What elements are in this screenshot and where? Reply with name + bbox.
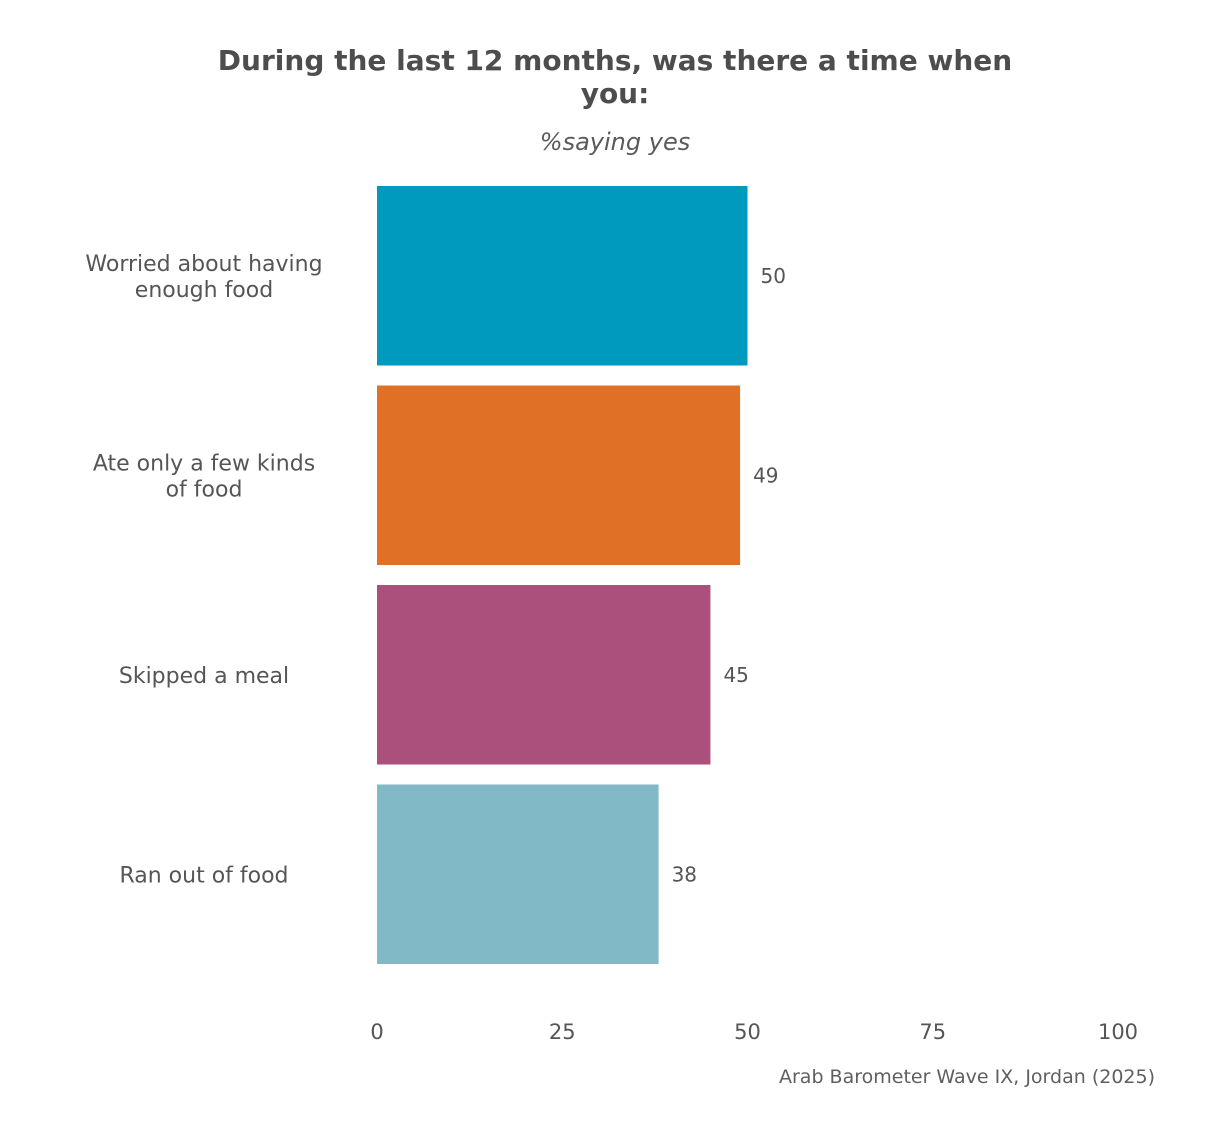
data-label-2: 45 bbox=[723, 663, 748, 687]
data-label-0: 50 bbox=[761, 264, 786, 288]
x-tick-label-4: 100 bbox=[1098, 1020, 1138, 1044]
x-tick-label-1: 25 bbox=[549, 1020, 576, 1044]
category-label-1-line-0: Ate only a few kinds bbox=[93, 451, 315, 476]
bars-layer bbox=[377, 186, 748, 964]
x-tick-label-0: 0 bbox=[370, 1020, 383, 1044]
x-tick-label-3: 75 bbox=[919, 1020, 946, 1044]
x-tick-label-2: 50 bbox=[734, 1020, 761, 1044]
data-label-1: 49 bbox=[753, 463, 778, 487]
source-caption: Arab Barometer Wave IX, Jordan (2025) bbox=[779, 1066, 1155, 1088]
bar-2 bbox=[377, 585, 711, 765]
x-axis-ticks: 0 25 50 75 100 bbox=[370, 1020, 1138, 1044]
bar-3 bbox=[377, 784, 659, 964]
chart-title-line-2: you: bbox=[581, 77, 650, 110]
chart-subtitle: %saying yes bbox=[540, 128, 690, 156]
data-labels-layer: 50 49 45 38 bbox=[672, 264, 786, 887]
bar-0 bbox=[377, 186, 748, 366]
data-label-3: 38 bbox=[672, 862, 697, 886]
category-label-0-line-1: enough food bbox=[135, 278, 273, 303]
category-label-0-line-0: Worried about having bbox=[85, 252, 322, 277]
category-label-3-line-0: Ran out of food bbox=[119, 863, 288, 888]
chart-title-line-1: During the last 12 months, was there a t… bbox=[218, 44, 1012, 77]
category-label-1-line-1: of food bbox=[166, 477, 243, 502]
bar-1 bbox=[377, 385, 741, 565]
category-label-2-line-0: Skipped a meal bbox=[119, 664, 289, 689]
